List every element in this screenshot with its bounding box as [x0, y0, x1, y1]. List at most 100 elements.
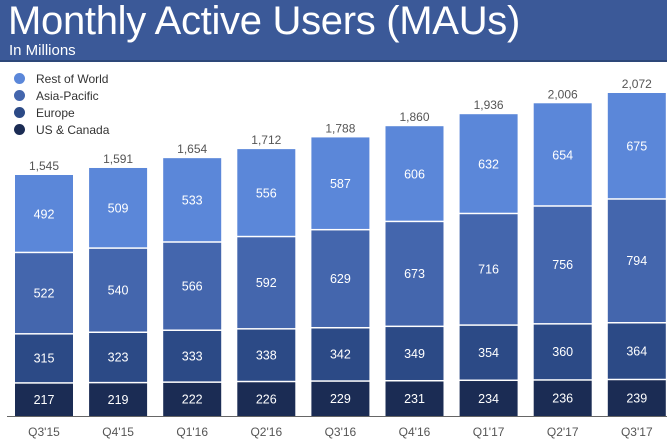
- bar-segment-us-canada: [237, 382, 296, 416]
- bar-segment-rest-of-world: [237, 149, 296, 236]
- bar-segment-asia-pacific: [607, 199, 666, 322]
- segment-value-label: 632: [478, 157, 499, 171]
- x-tick-label: Q4'16: [399, 425, 431, 439]
- bar-segment-asia-pacific: [533, 206, 592, 324]
- bar-total-label: 1,788: [325, 121, 355, 135]
- bar-total-label: 1,654: [177, 142, 207, 156]
- segment-value-label: 342: [330, 348, 351, 362]
- bar-segment-europe: [311, 328, 370, 381]
- segment-value-label: 219: [108, 393, 129, 407]
- bar-segment-asia-pacific: [311, 230, 370, 327]
- segment-value-label: 236: [552, 392, 573, 406]
- segment-value-label: 533: [182, 194, 203, 208]
- bar-segment-europe: [89, 333, 148, 382]
- bar-segment-asia-pacific: [89, 248, 148, 332]
- bar-segment-rest-of-world: [385, 126, 444, 221]
- segment-value-label: 756: [552, 258, 573, 272]
- legend-label: US & Canada: [36, 122, 110, 137]
- legend-label: Asia-Pacific: [36, 88, 99, 103]
- x-tick-label: Q3'16: [325, 425, 357, 439]
- legend-swatch-us-canada: [14, 124, 25, 135]
- bar-segment-asia-pacific: [385, 222, 444, 326]
- segment-value-label: 338: [256, 348, 277, 362]
- segment-value-label: 364: [626, 344, 647, 358]
- segment-value-label: 509: [108, 202, 129, 216]
- segment-value-label: 716: [478, 263, 499, 277]
- segment-value-label: 592: [256, 276, 277, 290]
- legend-swatch-asia-pacific: [14, 90, 25, 101]
- segment-value-label: 354: [478, 346, 499, 360]
- legend-label: Rest of World: [36, 71, 109, 86]
- x-tick-label: Q2'16: [250, 425, 282, 439]
- bar-segment-us-canada: [533, 380, 592, 416]
- bar-segment-us-canada: [385, 381, 444, 416]
- segment-value-label: 222: [182, 393, 203, 407]
- bar-segment-europe: [15, 334, 73, 383]
- x-tick-label: Q1'17: [473, 425, 505, 439]
- bar-segment-us-canada: [311, 381, 370, 416]
- legend-swatch-rest-of-world: [14, 73, 25, 84]
- legend-swatch-europe: [14, 107, 25, 118]
- header-band: Monthly Active Users (MAUs) In Millions: [0, 0, 667, 62]
- segment-value-label: 217: [34, 393, 55, 407]
- segment-value-label: 231: [404, 392, 425, 406]
- bar-segment-asia-pacific: [237, 237, 296, 329]
- bar-total-label: 1,860: [399, 110, 429, 124]
- bar-total-label: 1,712: [251, 133, 281, 147]
- bar-segment-rest-of-world: [533, 103, 592, 206]
- bar-total-label: 2,072: [622, 77, 652, 91]
- segment-value-label: 794: [626, 254, 647, 268]
- bar-segment-asia-pacific: [163, 242, 222, 330]
- bar-segment-rest-of-world: [459, 114, 518, 213]
- segment-value-label: 566: [182, 279, 203, 293]
- segment-value-label: 606: [404, 167, 425, 181]
- chart-title: Monthly Active Users (MAUs): [8, 0, 520, 43]
- segment-value-label: 492: [34, 207, 55, 221]
- bar-total-label: 1,591: [103, 152, 133, 166]
- segment-value-label: 654: [552, 148, 573, 162]
- segment-value-label: 540: [108, 283, 129, 297]
- x-tick-label: Q4'15: [102, 425, 134, 439]
- bar-segment-rest-of-world: [311, 137, 370, 229]
- bar-segment-us-canada: [89, 383, 148, 416]
- x-tick-label: Q3'17: [621, 425, 653, 439]
- segment-value-label: 226: [256, 392, 277, 406]
- bar-segment-rest-of-world: [607, 93, 666, 199]
- x-tick-label: Q2'17: [547, 425, 579, 439]
- bar-segment-rest-of-world: [89, 167, 148, 248]
- bar-segment-asia-pacific: [15, 253, 73, 334]
- x-tick-label: Q3'15: [28, 425, 60, 439]
- bar-total-label: 1,936: [474, 98, 504, 112]
- x-tick-label: Q1'16: [176, 425, 208, 439]
- segment-value-label: 522: [34, 286, 55, 300]
- bar-segment-us-canada: [607, 380, 666, 416]
- bar-segment-europe: [459, 325, 518, 380]
- segment-value-label: 349: [404, 347, 425, 361]
- bar-segment-europe: [237, 329, 296, 381]
- segment-value-label: 323: [108, 351, 129, 365]
- bar-segment-us-canada: [15, 383, 73, 416]
- segment-value-label: 673: [404, 267, 425, 281]
- legend-item-us-canada: US & Canada: [14, 121, 109, 138]
- bar-segment-us-canada: [163, 382, 222, 416]
- segment-value-label: 556: [256, 186, 277, 200]
- bar-segment-rest-of-world: [15, 174, 73, 252]
- segment-value-label: 587: [330, 177, 351, 191]
- segment-value-label: 234: [478, 392, 499, 406]
- segment-value-label: 629: [330, 272, 351, 286]
- legend-item-europe: Europe: [14, 104, 109, 121]
- bar-segment-europe: [607, 323, 666, 379]
- segment-value-label: 239: [626, 391, 647, 405]
- legend-label: Europe: [36, 105, 75, 120]
- bar-segment-asia-pacific: [459, 214, 518, 325]
- chart-subtitle: In Millions: [9, 42, 76, 59]
- segment-value-label: 675: [626, 140, 647, 154]
- bar-segment-europe: [385, 327, 444, 380]
- segment-value-label: 315: [34, 352, 55, 366]
- bar-total-label: 1,545: [29, 159, 59, 173]
- bar-segment-rest-of-world: [163, 158, 222, 242]
- bar-total-label: 2,006: [548, 87, 578, 101]
- chart-legend: Rest of World Asia-Pacific Europe US & C…: [14, 70, 109, 138]
- bar-segment-us-canada: [459, 381, 518, 416]
